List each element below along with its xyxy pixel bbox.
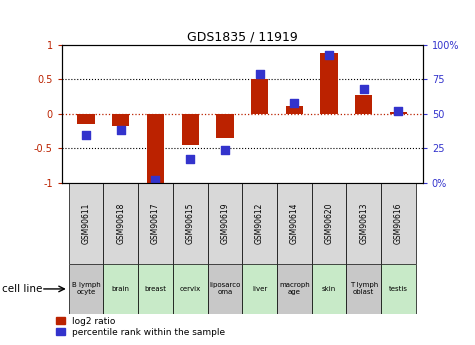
Bar (320, 53, 338, 114)
Point (360, 86, 368, 92)
Bar (251, 79, 268, 114)
Text: testis: testis (389, 286, 408, 292)
Bar (355, 95, 372, 114)
Bar (346, 264, 381, 314)
Text: GSM90617: GSM90617 (151, 203, 160, 244)
Point (291, 100, 298, 106)
Text: GSM90619: GSM90619 (220, 203, 229, 244)
Text: GSM90620: GSM90620 (324, 203, 333, 244)
Bar (242, 264, 277, 314)
Bar (138, 183, 173, 264)
Bar (104, 264, 138, 314)
Text: brain: brain (112, 286, 130, 292)
Bar (312, 183, 346, 264)
Point (82, 132, 90, 137)
Text: liposarco
oma: liposarco oma (209, 283, 240, 295)
Text: cell line: cell line (2, 284, 43, 294)
Bar (147, 114, 164, 184)
Bar (104, 183, 138, 264)
Bar (77, 114, 95, 124)
Text: GSM90613: GSM90613 (359, 203, 368, 244)
Point (221, 147, 228, 152)
Point (117, 128, 124, 133)
Bar (381, 183, 416, 264)
Bar (173, 264, 208, 314)
Bar (381, 264, 416, 314)
Bar (112, 114, 130, 126)
Text: GSM90615: GSM90615 (186, 203, 195, 244)
Bar (312, 264, 346, 314)
Text: GDS1835 / 11919: GDS1835 / 11919 (187, 30, 298, 43)
Point (186, 157, 194, 162)
Bar (138, 264, 173, 314)
Point (325, 52, 333, 57)
Bar (181, 114, 199, 145)
Legend: log2 ratio, percentile rank within the sample: log2 ratio, percentile rank within the s… (52, 314, 228, 341)
Bar (242, 183, 277, 264)
Bar (390, 112, 407, 114)
Text: GSM90614: GSM90614 (290, 203, 299, 244)
Text: liver: liver (252, 286, 267, 292)
Point (395, 108, 402, 114)
Text: GSM90616: GSM90616 (394, 203, 403, 244)
Bar (285, 106, 303, 114)
Text: cervix: cervix (180, 286, 201, 292)
Bar (277, 264, 312, 314)
Text: GSM90611: GSM90611 (82, 203, 91, 244)
Text: GSM90618: GSM90618 (116, 203, 125, 244)
Bar (208, 183, 242, 264)
Bar (69, 264, 104, 314)
Point (256, 71, 264, 77)
Text: T lymph
oblast: T lymph oblast (350, 283, 378, 295)
Point (152, 177, 159, 183)
Bar (216, 114, 234, 138)
Text: skin: skin (322, 286, 336, 292)
Bar (208, 264, 242, 314)
Text: breast: breast (144, 286, 166, 292)
Text: GSM90612: GSM90612 (255, 203, 264, 244)
Bar (277, 183, 312, 264)
Bar (346, 183, 381, 264)
Text: B lymph
ocyte: B lymph ocyte (72, 283, 100, 295)
Bar (173, 183, 208, 264)
Text: macroph
age: macroph age (279, 283, 310, 295)
Bar (69, 183, 104, 264)
